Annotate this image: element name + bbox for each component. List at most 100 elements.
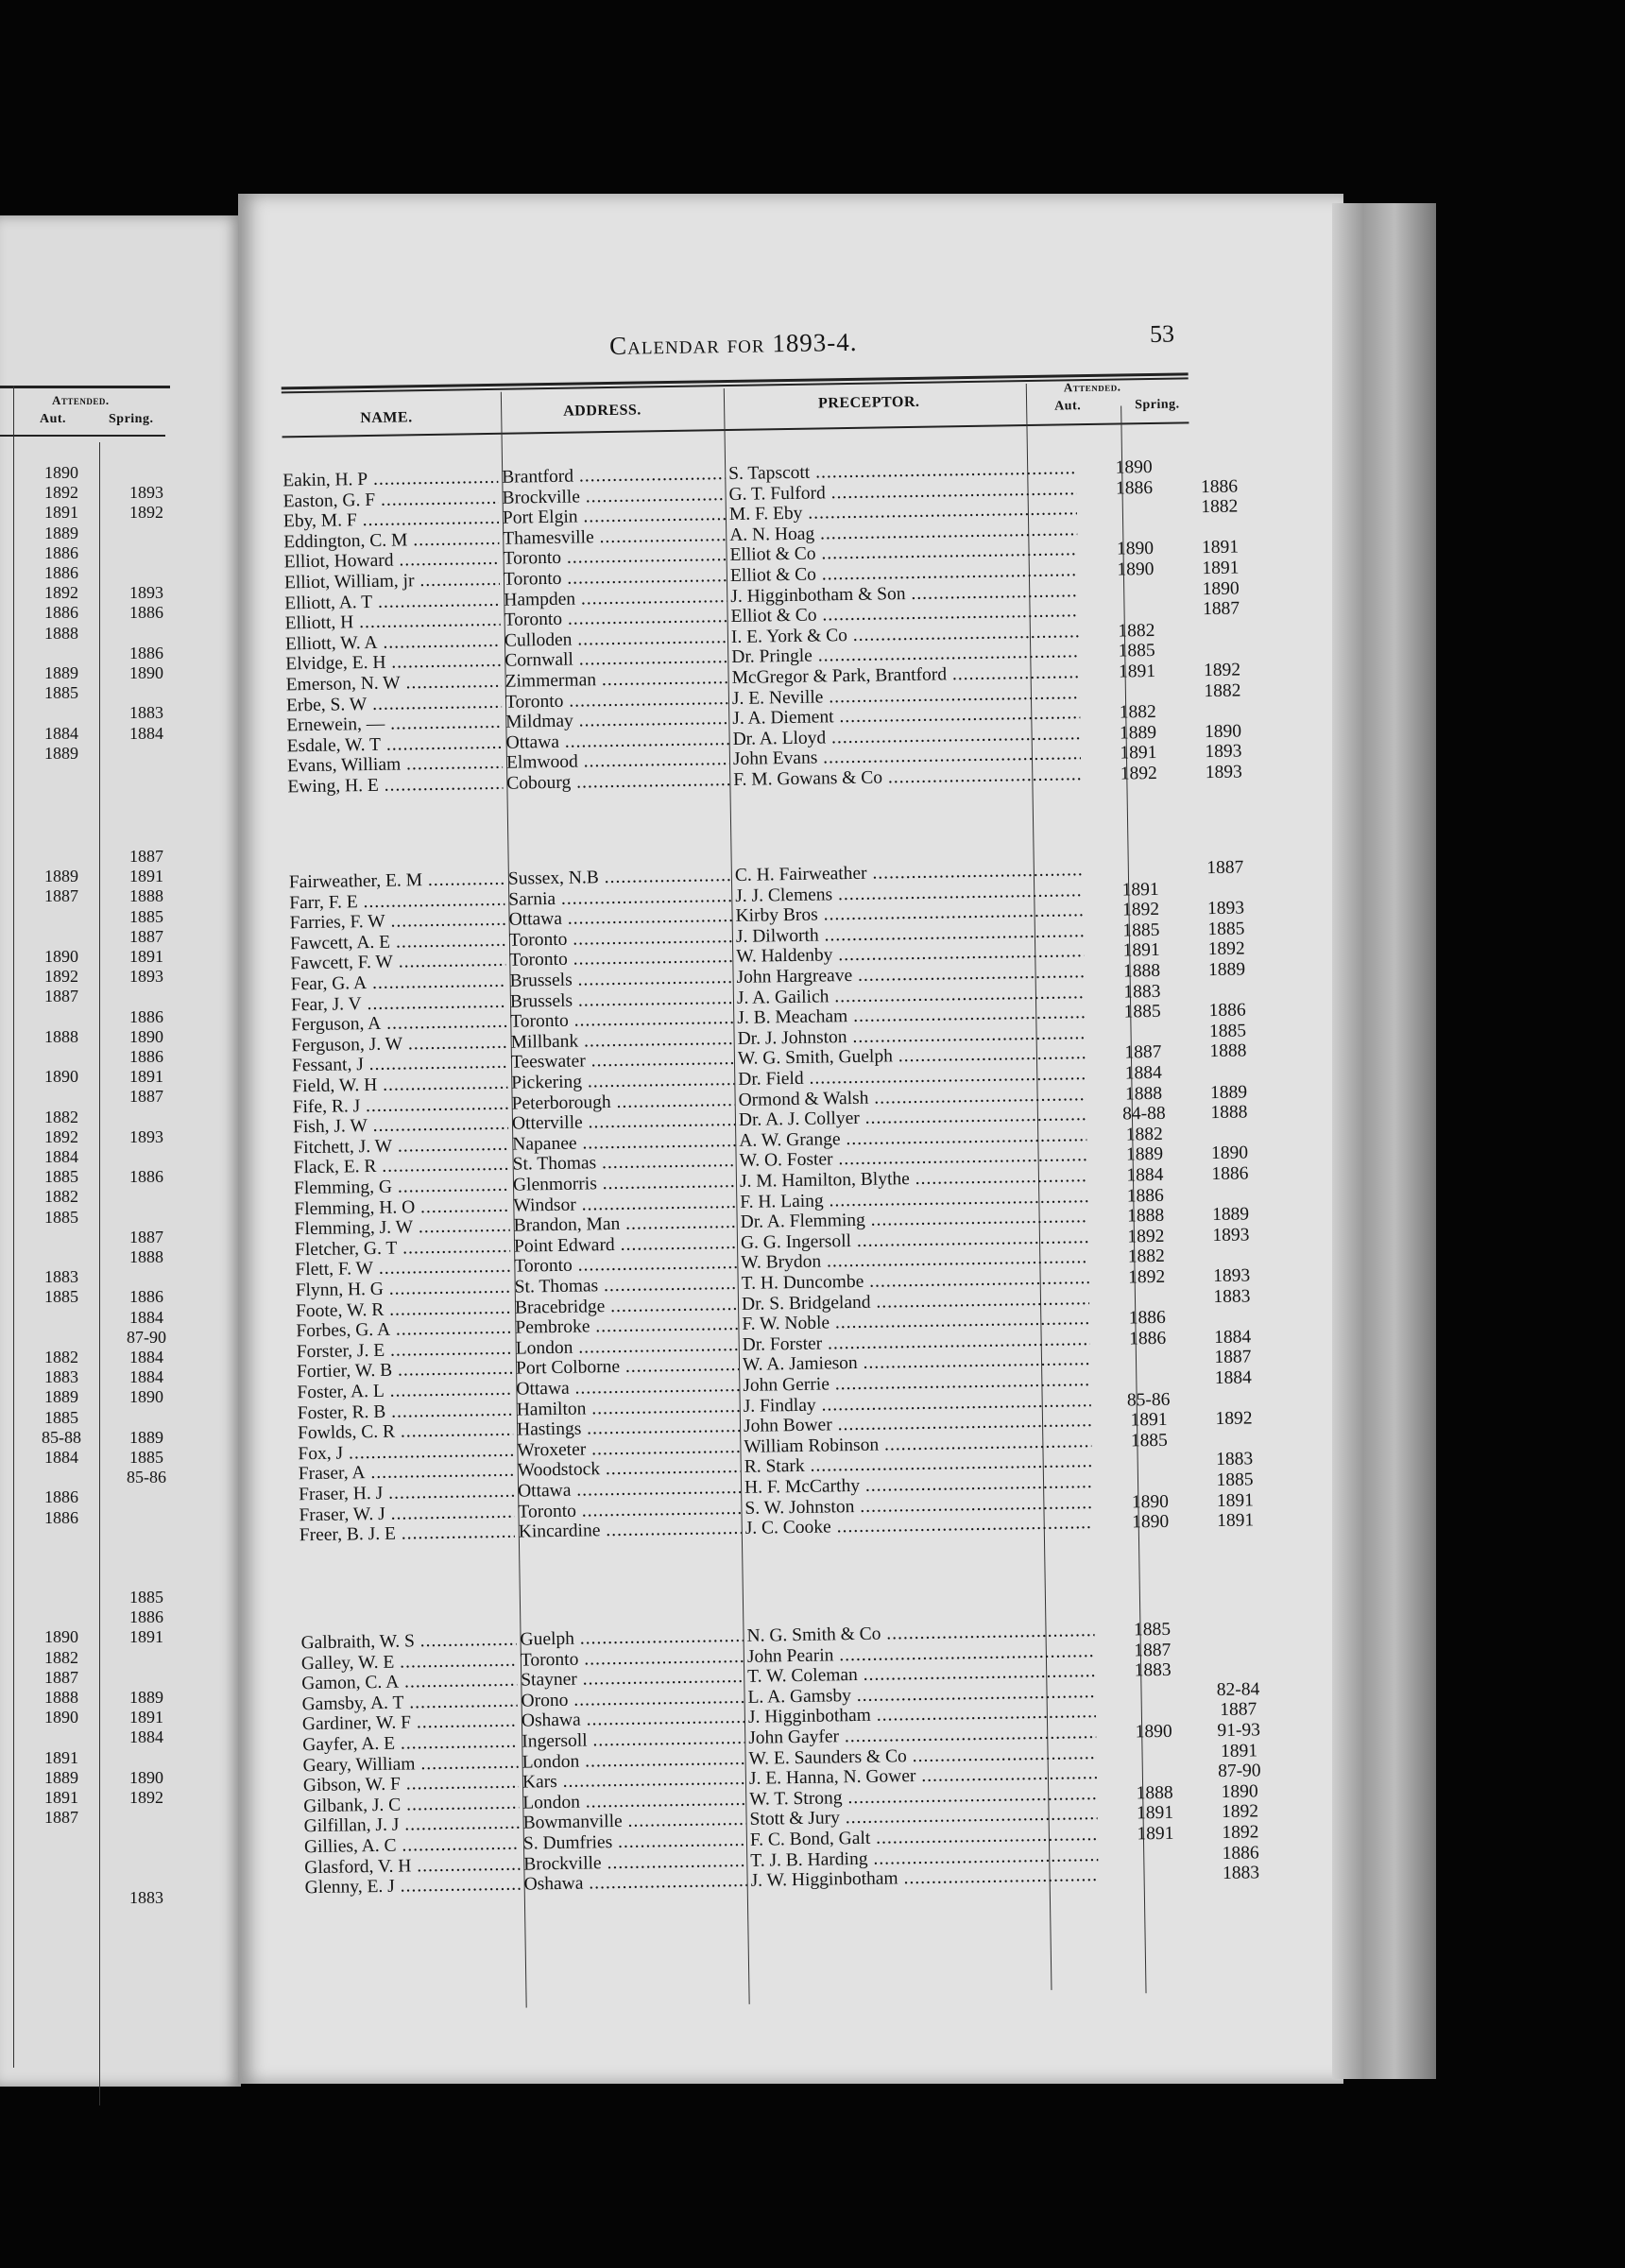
- entry-attended-aut: 1883: [1123, 981, 1161, 1003]
- entry-attended-aut: 1891: [44, 1747, 78, 1767]
- left-table-row: 1888: [0, 624, 241, 644]
- entry-attended-aut: 1891: [44, 1788, 78, 1807]
- left-table-row: 1891: [0, 1748, 241, 1768]
- left-table-row: 1892 1893: [0, 967, 241, 987]
- left-table-row: 1886 1886: [0, 603, 241, 623]
- right-page: Calendar for 1893-4. 53 NAME. ADDRESS. P…: [238, 194, 1343, 2084]
- entry-attended-spring: 1886: [129, 1006, 163, 1026]
- entry-attended-spring: 1891: [1201, 537, 1240, 558]
- entry-attended-aut: 1885: [1122, 919, 1160, 941]
- entry-address: Kincardine: [519, 1519, 742, 1543]
- entry-attended-spring: [1205, 1658, 1271, 1659]
- left-table-row: 1886: [0, 644, 241, 663]
- entry-attended-spring: 1883: [1222, 1863, 1260, 1884]
- left-table-row: 1886: [0, 1007, 241, 1027]
- column-rule: [13, 386, 14, 2068]
- entry-attended-aut: 1892: [1120, 763, 1157, 784]
- entry-attended-spring: 1889: [1211, 1204, 1250, 1226]
- entry-attended-spring: 1884: [1214, 1367, 1252, 1389]
- left-table-row: 1885 1886: [0, 1287, 241, 1307]
- entry-attended-spring: 1883: [129, 703, 163, 723]
- entry-attended-aut: 1890: [1135, 1721, 1172, 1743]
- left-table-row: [0, 1848, 241, 1868]
- page-edges: [1332, 203, 1436, 2079]
- entry-attended-spring: 1886: [1208, 1000, 1246, 1022]
- entry-attended-aut: 1892: [44, 483, 78, 503]
- entry-attended-aut: 1882: [1127, 1246, 1165, 1267]
- left-table-row: 1882 1884: [0, 1348, 241, 1367]
- left-table-row: 1890 1891: [0, 1067, 241, 1087]
- entry-attended-aut: 1889: [1119, 722, 1157, 744]
- entry-attended-spring: 1888: [129, 1247, 163, 1266]
- left-table-row: 1887: [0, 1808, 241, 1828]
- entry-attended-aut: 1885: [1133, 1619, 1172, 1641]
- entry-attended-spring: 1886: [129, 1167, 163, 1187]
- left-table-row: 1887: [0, 1228, 241, 1247]
- left-table-row: 1888 1890: [0, 1027, 241, 1047]
- entry-address: Cobourg: [506, 770, 729, 795]
- entry-attended-spring: 1889: [129, 1427, 163, 1447]
- running-head: Calendar for 1893-4.: [608, 327, 858, 360]
- entry-attended-spring: 1888: [1209, 1040, 1247, 1062]
- left-table-row: 1886: [0, 1487, 241, 1507]
- entry-attended-aut: 1887: [44, 1667, 78, 1687]
- entry-attended-spring: 1890: [1204, 721, 1242, 742]
- address-column-heading: ADDRESS.: [563, 402, 641, 420]
- left-table-row: 1885 1886: [0, 1167, 241, 1187]
- entry-attended-aut: 1882: [44, 1187, 78, 1207]
- left-table-row: 1885: [0, 1208, 241, 1228]
- entry-attended-spring: 1892: [129, 1788, 163, 1807]
- entry-attended-aut: 1892: [44, 583, 78, 603]
- entry-attended-spring: 1884: [129, 1367, 163, 1387]
- entry-attended-aut: 1885: [44, 1407, 78, 1427]
- entry-attended-aut: [1115, 1369, 1181, 1370]
- entry-attended-aut: 1882: [1118, 620, 1155, 642]
- left-table-row: 1889 1890: [0, 663, 241, 683]
- entry-attended-aut: 1884: [1124, 1062, 1162, 1084]
- entry-attended-aut: 1882: [44, 1647, 78, 1667]
- left-table-row: 1887: [0, 1668, 241, 1688]
- entry-attended-aut: 1891: [1120, 743, 1157, 764]
- left-table-row: 1888 1889: [0, 1688, 241, 1708]
- entry-attended-spring: 1886: [129, 603, 163, 623]
- left-table-row: 1887 1888: [0, 886, 241, 906]
- entry-attended-spring: 1884: [129, 1307, 163, 1327]
- entry-attended-spring: 1893: [1205, 741, 1242, 763]
- entry-attended-aut: 1889: [1125, 1144, 1164, 1165]
- entry-attended-spring: 1887: [1202, 598, 1240, 620]
- entry-attended-spring: 1885: [129, 906, 163, 926]
- left-table-row: 1885: [0, 907, 241, 927]
- entry-attended-spring: 1893: [1212, 1225, 1250, 1246]
- entry-attended-aut: 1886: [44, 563, 78, 582]
- entry-attended-spring: 1891: [1216, 1489, 1255, 1511]
- entry-attended-spring: 1887: [129, 1227, 163, 1246]
- page-content: Calendar for 1893-4. 53 NAME. ADDRESS. P…: [230, 185, 1364, 2092]
- entry-attended-spring: 1884: [129, 1348, 163, 1366]
- entry-attended-spring: 1887: [1206, 857, 1244, 879]
- entry-attended-spring: 1886: [1222, 1842, 1259, 1864]
- entry-attended-aut: 1886: [1128, 1308, 1166, 1329]
- entry-attended-aut: 1890: [44, 1067, 78, 1087]
- entry-attended-aut: 1882: [44, 1107, 78, 1126]
- entry-attended-aut: 1890: [1132, 1512, 1170, 1533]
- entry-attended-aut: 1882: [1125, 1124, 1163, 1145]
- left-table-row: 1889: [0, 744, 241, 764]
- entry-attended-aut: 1887: [1134, 1640, 1172, 1661]
- header-rule: [282, 421, 1189, 438]
- entry-attended-aut: [1107, 859, 1173, 860]
- entry-attended-aut: 1887: [44, 1808, 78, 1828]
- left-table-row: 1890 1891: [0, 1708, 241, 1727]
- left-table-row: 1883: [0, 1888, 241, 1908]
- entry-attended-spring: 1890: [129, 1387, 163, 1407]
- entry-attended-spring: 87-90: [1217, 1761, 1261, 1782]
- entry-attended-aut: 1885: [1123, 1002, 1161, 1022]
- entry-attended-aut: 1887: [44, 886, 78, 906]
- preceptor-column-heading: PRECEPTOR.: [817, 393, 920, 412]
- entry-attended-spring: 1893: [129, 483, 163, 503]
- entry-attended-aut: 1885: [1130, 1430, 1169, 1452]
- entry-attended-aut: 1890: [1117, 558, 1155, 580]
- entry-attended-aut: 1884: [1126, 1164, 1164, 1186]
- left-table-row: [0, 1868, 241, 1888]
- left-table-row: 1885: [0, 1588, 241, 1607]
- entry-attended-aut: 1888: [1126, 1206, 1165, 1227]
